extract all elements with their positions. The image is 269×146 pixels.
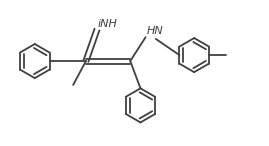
Text: HN: HN bbox=[146, 26, 163, 36]
Text: iNH: iNH bbox=[98, 19, 118, 29]
